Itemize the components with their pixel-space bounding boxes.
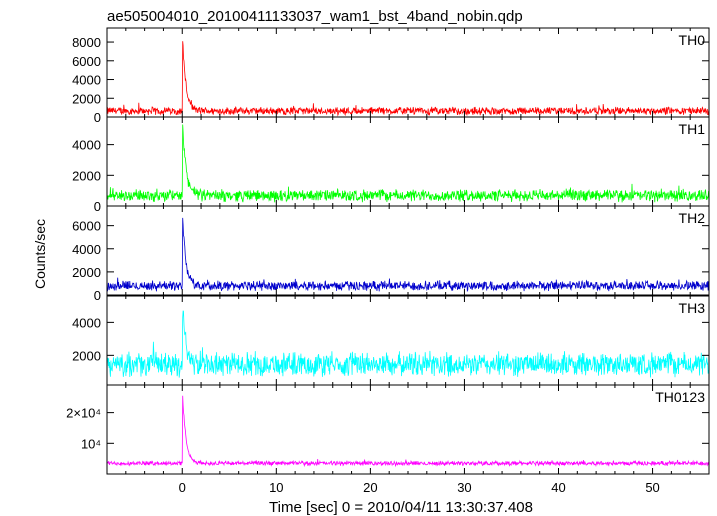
y-tick-label: 4000 <box>72 138 101 153</box>
y-tick-label: 2×10⁴ <box>66 406 101 421</box>
panel-frame <box>106 384 710 475</box>
panel-frame <box>106 205 710 296</box>
y-axis-label: Counts/sec <box>32 219 48 289</box>
panel-label: TH2 <box>679 210 706 226</box>
series-line-th3 <box>106 310 710 378</box>
x-axis: 0 10 20 30 40 50 <box>179 480 660 495</box>
panel-th0123: 10⁴ 2×10⁴ TH0123 <box>66 384 710 475</box>
x-tick-label: 0 <box>179 480 186 495</box>
x-tick-label: 50 <box>645 480 659 495</box>
x-tick-label: 20 <box>363 480 377 495</box>
y-tick-label: 4000 <box>72 73 101 88</box>
panel-th0: 0 2000 4000 6000 8000 TH0 <box>72 27 710 125</box>
chart-title: ae505004010_20100411133037_wam1_bst_4ban… <box>107 8 523 25</box>
y-tick-label: 2000 <box>72 168 101 183</box>
y-tick-label: 0 <box>94 288 101 303</box>
panel-label: TH1 <box>679 121 706 137</box>
series-line-th0123 <box>106 395 710 468</box>
panel-th1: 0 2000 4000 TH1 <box>72 116 710 214</box>
panel-frame <box>106 27 710 118</box>
x-tick-label: 40 <box>551 480 565 495</box>
series-line-th0 <box>106 41 710 117</box>
y-tick-label: 8000 <box>72 35 101 50</box>
series-line-th1 <box>106 124 710 203</box>
y-tick-label: 0 <box>94 110 101 125</box>
panel-th2: 0 2000 4000 6000 TH2 <box>72 205 710 303</box>
y-tick-label: 6000 <box>72 219 101 234</box>
y-tick-label: 10⁴ <box>81 436 101 451</box>
y-tick-label: 6000 <box>72 54 101 69</box>
y-tick-label: 2000 <box>72 348 101 363</box>
panels-group: 0 2000 4000 6000 8000 TH0 0 2000 4000 TH1 0 2000 400… <box>66 27 710 475</box>
y-tick-label: 0 <box>94 199 101 214</box>
y-tick-label: 4000 <box>72 315 101 330</box>
x-tick-label: 10 <box>269 480 283 495</box>
panel-label: TH3 <box>679 300 706 316</box>
y-tick-label: 4000 <box>72 242 101 257</box>
panel-label: TH0123 <box>655 389 705 405</box>
panel-th3: 2000 4000 TH3 <box>72 295 710 386</box>
x-tick-label: 30 <box>457 480 471 495</box>
series-line-th2 <box>106 217 710 293</box>
x-axis-label: Time [sec] 0 = 2010/04/11 13:30:37.408 <box>269 499 533 516</box>
y-tick-label: 2000 <box>72 91 101 106</box>
y-tick-label: 2000 <box>72 265 101 280</box>
panel-label: TH0 <box>679 32 706 48</box>
